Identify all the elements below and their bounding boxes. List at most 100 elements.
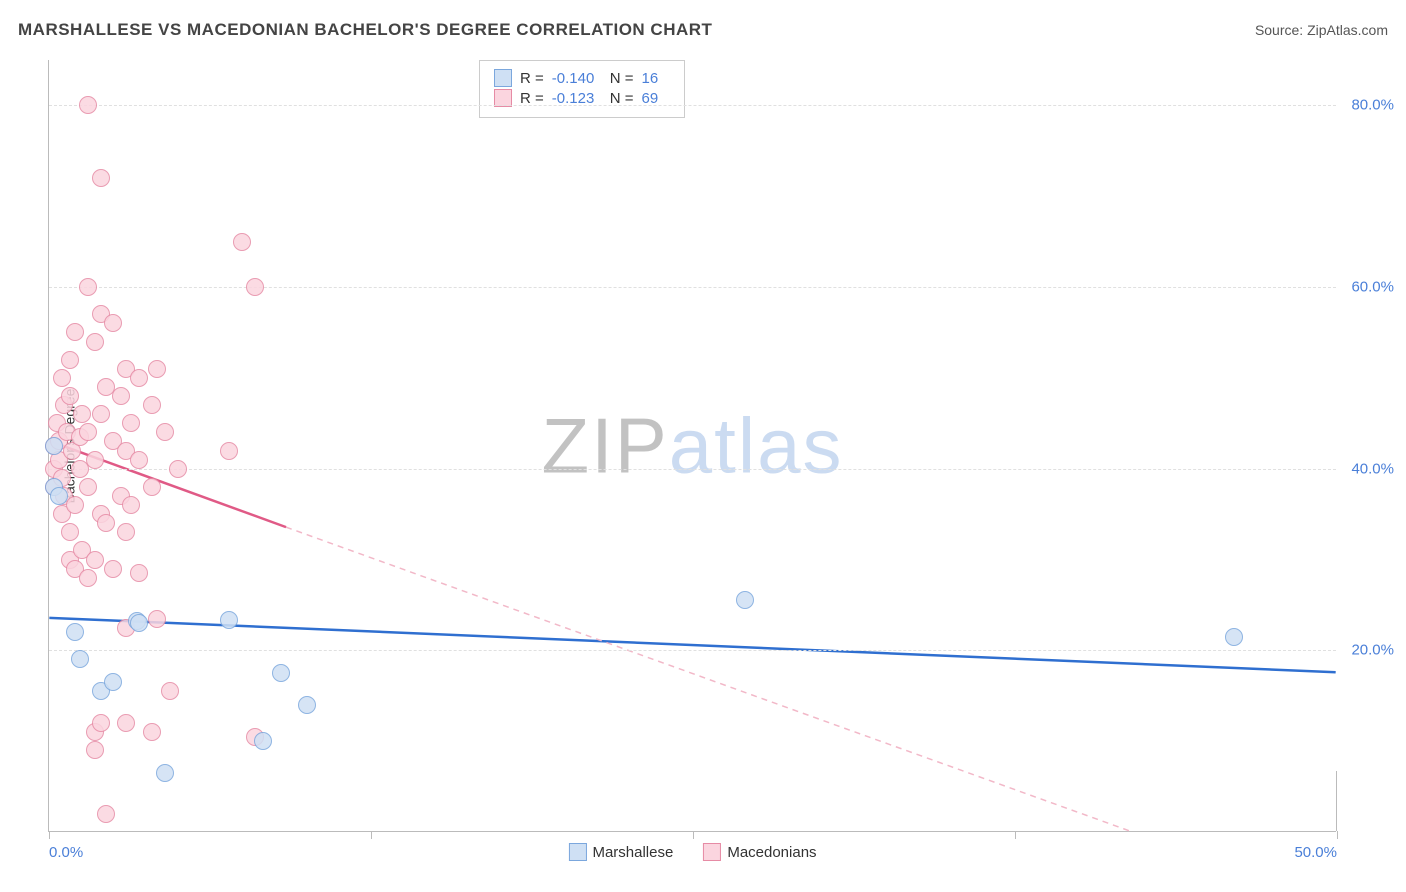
- data-point: [104, 314, 122, 332]
- r-label: R =: [520, 70, 544, 87]
- data-point: [112, 387, 130, 405]
- x-tick: [693, 831, 694, 839]
- data-point: [97, 514, 115, 532]
- trend-line-dashed: [286, 527, 1130, 831]
- scatter-chart: ZIPatlas R =-0.140N =16R =-0.123N =69 Ma…: [48, 60, 1336, 832]
- data-point: [86, 741, 104, 759]
- watermark-zip: ZIP: [541, 401, 668, 489]
- data-point: [246, 278, 264, 296]
- axis-end-tick: [1336, 771, 1337, 831]
- legend-swatch: [568, 843, 586, 861]
- legend-row: R = -0.140 N = 16: [494, 69, 670, 87]
- data-point: [117, 714, 135, 732]
- data-point: [61, 351, 79, 369]
- series-legend-item: Macedonians: [703, 843, 816, 861]
- data-point: [61, 523, 79, 541]
- source-value: ZipAtlas.com: [1307, 22, 1388, 38]
- data-point: [86, 333, 104, 351]
- data-point: [73, 405, 91, 423]
- data-point: [272, 664, 290, 682]
- data-point: [143, 478, 161, 496]
- r-value: -0.140: [552, 70, 602, 87]
- data-point: [220, 611, 238, 629]
- gridline-h: [49, 469, 1336, 470]
- x-tick: [49, 831, 50, 839]
- data-point: [92, 714, 110, 732]
- data-point: [45, 437, 63, 455]
- chart-header: MARSHALLESE VS MACEDONIAN BACHELOR'S DEG…: [18, 20, 1388, 40]
- data-point: [143, 396, 161, 414]
- gridline-h: [49, 650, 1336, 651]
- r-label: R =: [520, 90, 544, 107]
- chart-title: MARSHALLESE VS MACEDONIAN BACHELOR'S DEG…: [18, 20, 712, 40]
- series-legend-label: Marshallese: [592, 844, 673, 861]
- gridline-h: [49, 287, 1336, 288]
- data-point: [79, 569, 97, 587]
- data-point: [161, 682, 179, 700]
- data-point: [104, 560, 122, 578]
- data-point: [92, 169, 110, 187]
- x-tick-label: 0.0%: [49, 844, 83, 861]
- x-tick-label: 50.0%: [1294, 844, 1337, 861]
- data-point: [86, 551, 104, 569]
- data-point: [156, 423, 174, 441]
- data-point: [220, 442, 238, 460]
- data-point: [130, 451, 148, 469]
- data-point: [130, 369, 148, 387]
- data-point: [233, 233, 251, 251]
- correlation-legend: R =-0.140N =16R =-0.123N =69: [479, 60, 685, 118]
- n-value: 16: [642, 70, 670, 87]
- data-point: [79, 278, 97, 296]
- data-point: [169, 460, 187, 478]
- data-point: [130, 564, 148, 582]
- data-point: [86, 451, 104, 469]
- data-point: [148, 610, 166, 628]
- chart-source: Source: ZipAtlas.com: [1255, 22, 1388, 38]
- y-tick-label: 60.0%: [1342, 279, 1394, 296]
- data-point: [143, 723, 161, 741]
- data-point: [117, 523, 135, 541]
- series-legend: Marshallese Macedonians: [568, 843, 816, 861]
- data-point: [79, 96, 97, 114]
- n-label: N =: [610, 90, 634, 107]
- data-point: [148, 360, 166, 378]
- legend-swatch: [494, 89, 512, 107]
- data-point: [156, 764, 174, 782]
- legend-swatch: [494, 69, 512, 87]
- series-legend-label: Macedonians: [727, 844, 816, 861]
- series-legend-item: Marshallese: [568, 843, 673, 861]
- data-point: [122, 496, 140, 514]
- watermark: ZIPatlas: [541, 400, 843, 491]
- data-point: [66, 323, 84, 341]
- data-point: [736, 591, 754, 609]
- trend-line: [49, 618, 1335, 672]
- x-tick: [1337, 831, 1338, 839]
- data-point: [66, 623, 84, 641]
- data-point: [79, 478, 97, 496]
- data-point: [79, 423, 97, 441]
- data-point: [92, 405, 110, 423]
- x-minor-tick: [371, 831, 372, 839]
- data-point: [104, 673, 122, 691]
- data-point: [97, 805, 115, 823]
- r-value: -0.123: [552, 90, 602, 107]
- y-tick-label: 20.0%: [1342, 642, 1394, 659]
- gridline-h: [49, 105, 1336, 106]
- data-point: [130, 614, 148, 632]
- data-point: [66, 496, 84, 514]
- data-point: [1225, 628, 1243, 646]
- watermark-atlas: atlas: [669, 401, 844, 489]
- data-point: [254, 732, 272, 750]
- trend-lines: [49, 60, 1336, 831]
- data-point: [53, 369, 71, 387]
- legend-row: R =-0.123N =69: [494, 89, 670, 107]
- y-tick-label: 40.0%: [1342, 460, 1394, 477]
- x-minor-tick: [1015, 831, 1016, 839]
- legend-swatch: [703, 843, 721, 861]
- data-point: [122, 414, 140, 432]
- data-point: [61, 387, 79, 405]
- data-point: [298, 696, 316, 714]
- data-point: [71, 650, 89, 668]
- n-label: N =: [610, 70, 634, 87]
- source-label: Source:: [1255, 22, 1303, 38]
